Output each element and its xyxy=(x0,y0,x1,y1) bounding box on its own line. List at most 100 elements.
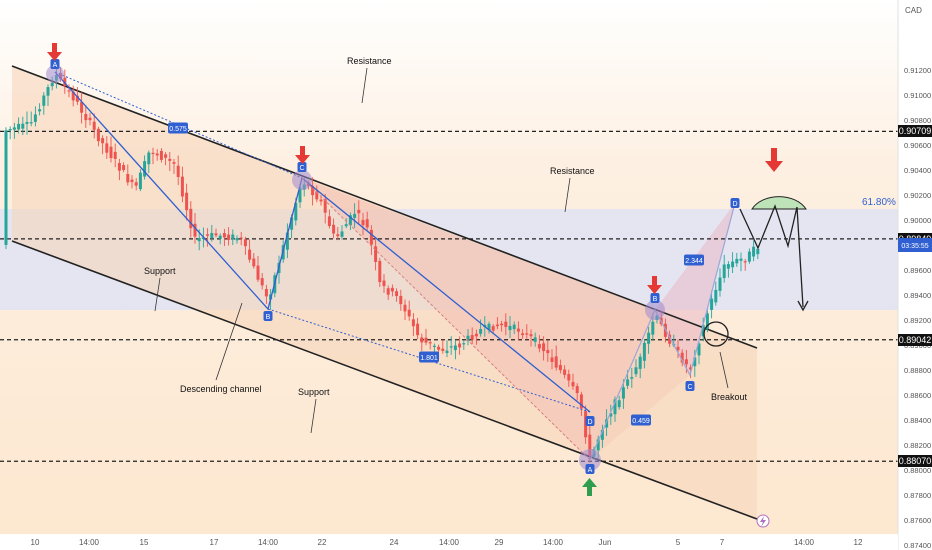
candle xyxy=(176,155,180,186)
price-tick-label: 0.88600 xyxy=(904,391,931,400)
time-tick-label: 7 xyxy=(720,538,725,547)
candle xyxy=(134,178,138,191)
candle xyxy=(323,193,327,224)
candle xyxy=(613,396,617,422)
candle xyxy=(579,391,583,416)
candle xyxy=(235,235,239,244)
candle xyxy=(575,383,579,401)
price-tick-label: 0.87800 xyxy=(904,491,931,500)
candle xyxy=(466,329,470,346)
candle xyxy=(210,224,214,242)
candle xyxy=(189,201,193,238)
svg-text:C: C xyxy=(687,384,692,391)
candle xyxy=(407,300,411,321)
candle xyxy=(96,126,100,147)
price-axis-ticks: 0.87400 0.87600 0.87800 0.88000 0.88200 0.884… xyxy=(904,66,931,550)
candle xyxy=(117,158,121,181)
price-tick-label: 0.87400 xyxy=(904,541,931,550)
candle xyxy=(445,340,449,358)
pattern-point-label: D xyxy=(585,416,595,426)
time-tick-label: 22 xyxy=(318,538,327,547)
candle xyxy=(630,367,634,388)
candle xyxy=(382,274,386,293)
ratio-label: 0.575 xyxy=(168,122,188,134)
candle xyxy=(718,268,722,297)
candle xyxy=(600,424,604,448)
candle xyxy=(80,92,84,124)
candle xyxy=(462,340,466,350)
candle xyxy=(554,345,558,371)
candle xyxy=(42,92,46,115)
price-tick-label: 0.90800 xyxy=(904,116,931,125)
price-tick-label: 0.88800 xyxy=(904,366,931,375)
candle xyxy=(180,166,184,203)
candle xyxy=(311,177,315,206)
time-axis-ticks: 10 14:00 15 17 14:00 22 24 14:00 29 14:00 Jun 5 7 14:… xyxy=(31,538,863,547)
candle xyxy=(726,261,730,278)
candle xyxy=(109,136,113,163)
candle xyxy=(558,359,562,374)
candle xyxy=(164,152,168,166)
price-axis[interactable]: CAD 0.874000.876000.878000.880000.882000… xyxy=(897,0,932,550)
level-price-tag: 0.89042 xyxy=(898,333,932,346)
descending-channel-label: Descending channel xyxy=(180,384,262,394)
candle xyxy=(218,233,222,245)
candle xyxy=(512,321,516,335)
candle xyxy=(172,159,176,174)
candle xyxy=(697,339,701,365)
candle xyxy=(155,149,159,161)
candle xyxy=(38,103,42,116)
candle xyxy=(151,147,155,165)
time-tick-label: 24 xyxy=(390,538,399,547)
candle xyxy=(739,252,743,272)
green-arrow-icon xyxy=(582,478,597,496)
candle xyxy=(731,252,735,274)
candle xyxy=(537,335,541,353)
pivot-circle xyxy=(46,65,64,83)
candle xyxy=(546,340,550,362)
time-axis[interactable]: 10 14:00 15 17 14:00 22 24 14:00 29 14:00 Jun 5 7 14:… xyxy=(0,534,898,550)
candle xyxy=(4,127,8,250)
candle xyxy=(147,150,151,174)
pivot-circle xyxy=(645,300,665,320)
ratio-label: 0.459 xyxy=(631,414,651,426)
candle xyxy=(542,336,546,361)
pattern-point-labels: A B C D A B C D xyxy=(50,59,740,474)
candle xyxy=(743,258,747,271)
price-tick-label: 0.91200 xyxy=(904,66,931,75)
price-tick-label: 0.90400 xyxy=(904,166,931,175)
candle xyxy=(617,395,621,410)
candle xyxy=(84,105,88,128)
candle xyxy=(424,328,428,346)
candle xyxy=(25,111,29,135)
price-tick-label: 0.88400 xyxy=(904,416,931,425)
lightning-icon[interactable] xyxy=(756,514,770,528)
svg-text:A: A xyxy=(53,62,58,69)
candle xyxy=(420,333,424,351)
price-tick-label: 0.89200 xyxy=(904,316,931,325)
candle xyxy=(567,369,571,387)
candle xyxy=(105,136,109,159)
pattern-dotted-2 xyxy=(54,71,303,179)
candle xyxy=(411,313,415,337)
candle xyxy=(403,299,407,321)
candle xyxy=(264,284,268,305)
countdown: 03:35:55 xyxy=(901,243,929,250)
candle xyxy=(395,288,399,302)
candle xyxy=(609,404,613,425)
candle xyxy=(344,218,348,229)
svg-text:B: B xyxy=(653,296,658,303)
candle xyxy=(458,336,462,355)
support-label-2: Support xyxy=(298,387,330,397)
candle xyxy=(353,203,357,228)
candle xyxy=(638,353,642,379)
price-tick-label: 0.89600 xyxy=(904,266,931,275)
candle xyxy=(285,223,289,259)
ratio-label: 2.344 xyxy=(684,254,704,266)
time-tick-label: 17 xyxy=(210,538,219,547)
candle xyxy=(374,238,378,271)
candle xyxy=(29,111,33,127)
candle xyxy=(525,324,529,339)
candle xyxy=(470,327,474,344)
